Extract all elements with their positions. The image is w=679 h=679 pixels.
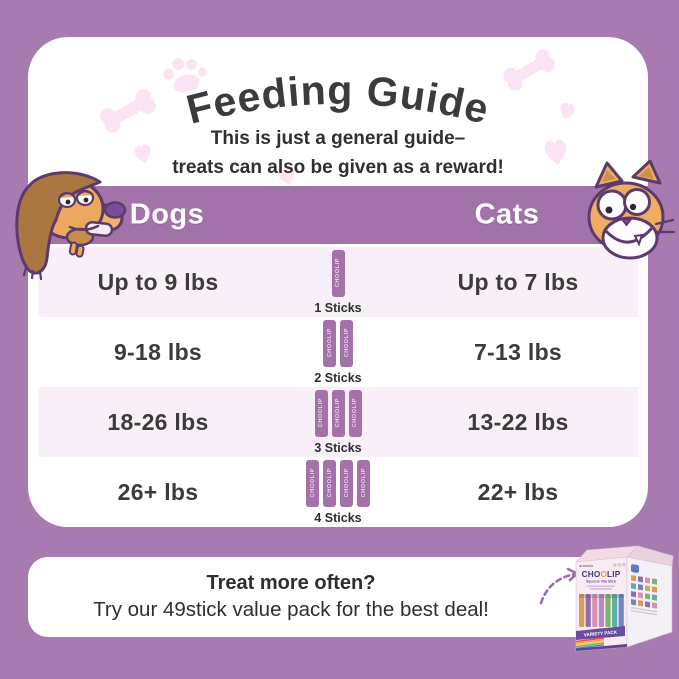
cat-weight-cell: 22+ lbs	[477, 478, 559, 505]
stick-brand-text: CHOOLIP	[343, 328, 350, 358]
stick-icons: CHOOLIP	[331, 249, 345, 297]
treat-stick-icon: CHOOLIP	[348, 389, 362, 437]
box-rainbow-stripes	[575, 637, 605, 649]
variety-pack-box: 49 STICKS CHOOLIP Squeeze Vita Stick VAR…	[575, 545, 674, 652]
cat-weight-cell: 13-22 lbs	[467, 408, 569, 435]
footer-heading: Treat more often?	[206, 572, 376, 594]
page-title: Feeding Guide	[177, 62, 497, 137]
cat-weight-cell: Up to 7 lbs	[457, 268, 579, 295]
box-subtitle: Squeeze Vita Stick	[586, 580, 616, 584]
subtitle-line-2: treats can also be given as a reward!	[172, 156, 504, 178]
title-text: Feeding Guide	[177, 62, 497, 137]
species-header-bar: Dogs Cats	[28, 186, 648, 244]
treat-stick-icon: CHOOLIP	[306, 459, 319, 507]
table-row: 26+ lbs CHOOLIP CHOOLIP CHOOLIP CHOOLIP …	[38, 457, 638, 527]
treat-stick-icon: CHOOLIP	[323, 459, 336, 507]
footer-text: Treat more often? Try our 49stick value …	[28, 572, 554, 622]
table-row: 9-18 lbs CHOOLIP CHOOLIP 2 Sticks 7-13 l…	[38, 317, 638, 387]
stick-count-label: 2 Sticks	[314, 370, 362, 385]
stick-count-cell: CHOOLIP CHOOLIP CHOOLIP 3 Sticks	[278, 389, 398, 455]
stick-count-cell: CHOOLIP CHOOLIP 2 Sticks	[278, 319, 398, 385]
table-row: Up to 9 lbs CHOOLIP 1 Sticks Up to 7 lbs	[38, 247, 638, 317]
cats-column-header: Cats	[474, 198, 540, 231]
stick-count-label: 3 Sticks	[314, 440, 362, 455]
treat-stick-icon: CHOOLIP	[340, 319, 353, 367]
dog-weight-cell: 18-26 lbs	[107, 408, 209, 435]
stick-brand-text: CHOOLIP	[318, 398, 324, 428]
cat-illustration-icon	[587, 160, 676, 260]
stick-count-cell: CHOOLIP 1 Sticks	[278, 249, 398, 315]
stick-brand-text: CHOOLIP	[309, 468, 316, 498]
stick-brand-text: CHOOLIP	[326, 328, 333, 358]
stick-icons: CHOOLIP CHOOLIP CHOOLIP CHOOLIP	[306, 459, 370, 507]
box-banner-label: VARIETY PACK	[583, 629, 617, 637]
dog-weight-cell: 9-18 lbs	[113, 338, 203, 365]
dog-weight-cell: 26+ lbs	[117, 478, 199, 505]
svg-text:Feeding Guide: Feeding Guide	[182, 67, 494, 133]
stick-icons: CHOOLIP CHOOLIP	[323, 319, 353, 367]
treat-stick-icon: CHOOLIP	[323, 319, 336, 367]
subtitle-line-1: This is just a general guide–	[210, 128, 466, 149]
feeding-table: Up to 9 lbs CHOOLIP 1 Sticks Up to 7 lbs…	[38, 247, 638, 527]
dogs-column-header: Dogs	[129, 198, 205, 231]
stick-count-label: 4 Sticks	[314, 510, 362, 525]
dog-weight-cell: Up to 9 lbs	[97, 268, 219, 295]
stick-brand-text: CHOOLIP	[335, 398, 341, 428]
stick-brand-text: CHOOLIP	[343, 468, 350, 498]
stick-brand-text: CHOOLIP	[326, 468, 333, 498]
treat-stick-icon: CHOOLIP	[340, 459, 353, 507]
box-side-grid	[631, 575, 657, 616]
feeding-guide-card: Feeding Guide This is just a general gui…	[28, 37, 648, 527]
cat-weight-cell: 7-13 lbs	[473, 338, 563, 365]
stick-brand-text: CHOOLIP	[335, 258, 341, 288]
table-row: 18-26 lbs CHOOLIP CHOOLIP CHOOLIP 3 Stic…	[38, 387, 638, 457]
stick-count-label: 1 Sticks	[314, 300, 362, 315]
treat-stick-icon: CHOOLIP	[331, 389, 345, 437]
treat-stick-icon: CHOOLIP	[331, 249, 345, 297]
treat-stick-icon: CHOOLIP	[314, 389, 328, 437]
dog-illustration-icon	[15, 171, 127, 281]
treat-stick-icon: CHOOLIP	[357, 459, 370, 507]
stick-icons: CHOOLIP CHOOLIP CHOOLIP	[314, 389, 362, 437]
stick-count-cell: CHOOLIP CHOOLIP CHOOLIP CHOOLIP 4 Sticks	[278, 459, 398, 525]
box-banner-ribbon	[576, 626, 625, 640]
box-count-label: 49 STICKS	[579, 564, 593, 568]
stick-brand-text: CHOOLIP	[360, 468, 367, 498]
box-brand-logo: CHOOLIP	[582, 570, 621, 579]
footer-subtext: Try our 49stick value pack for the best …	[93, 598, 489, 621]
footer-card: Treat more often? Try our 49stick value …	[28, 557, 648, 637]
box-sticks-art	[579, 594, 624, 627]
subtitle: This is just a general guide– treats can…	[28, 125, 648, 182]
stick-brand-text: CHOOLIP	[352, 398, 358, 428]
